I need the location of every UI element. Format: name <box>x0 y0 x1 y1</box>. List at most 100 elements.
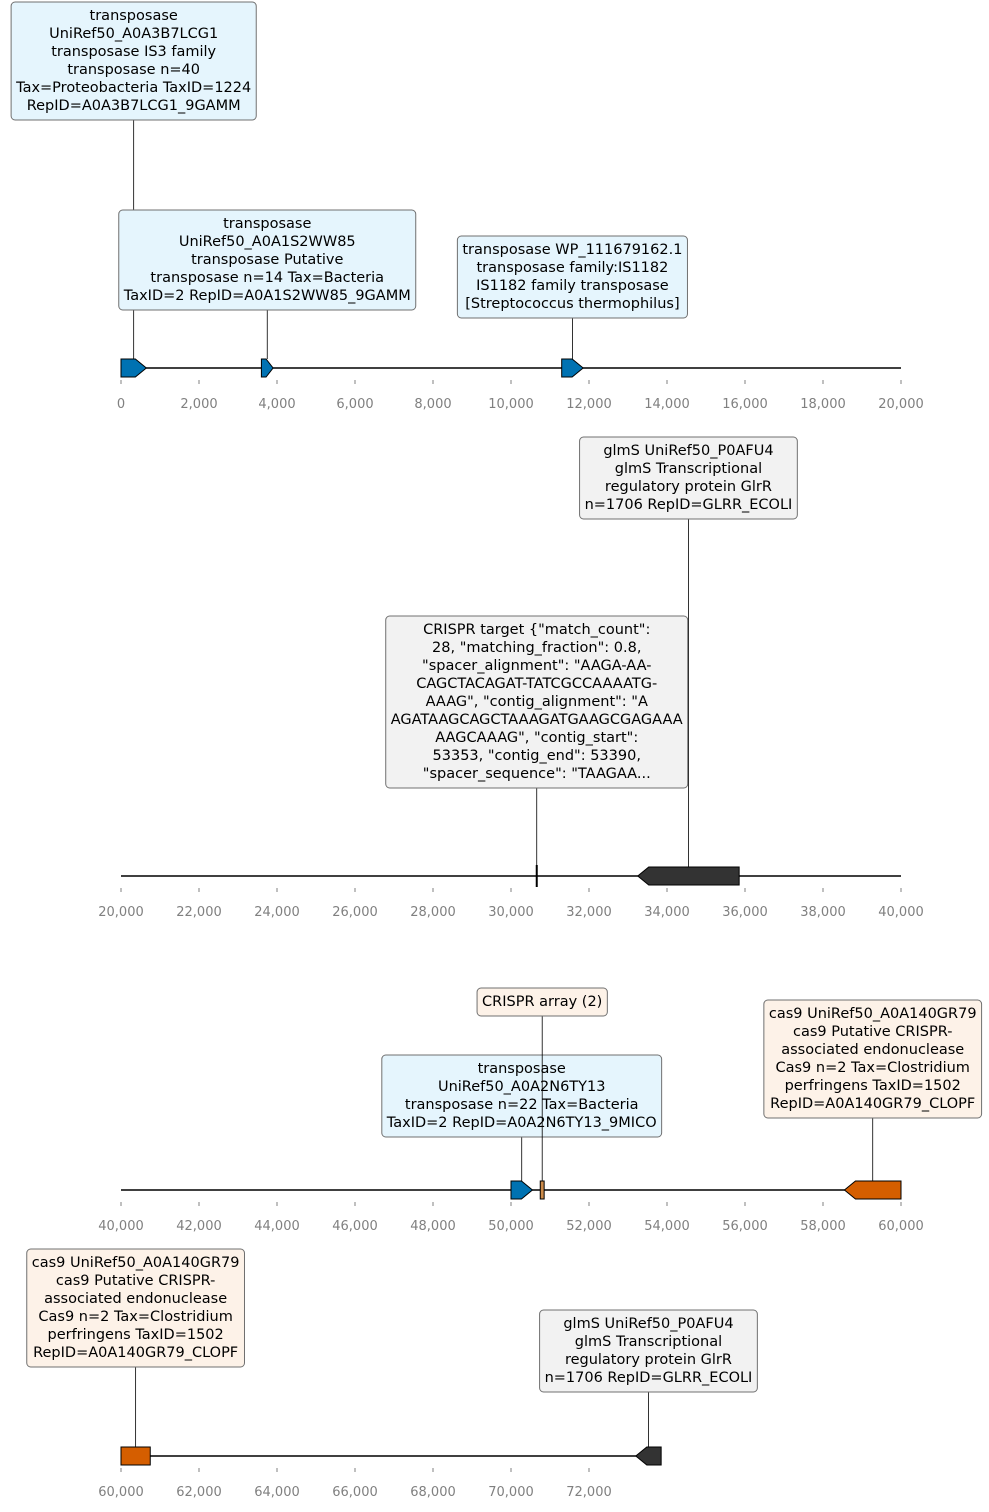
track-4: 60,000 62,000 64,000 66,000 68,000 70,000 72,0… <box>26 1248 758 1500</box>
label-line: 28, "matching_fraction": 0.8, <box>432 640 641 656</box>
feature-label: CRISPR target {"match_count": 28, "matchi… <box>385 615 689 789</box>
axis-tick-label: 56,000 <box>722 1219 768 1234</box>
label-line: "spacer_alignment": "AAGA-AA- <box>422 658 651 674</box>
axis-tick-label: 32,000 <box>566 905 612 920</box>
axis-tick-label: 54,000 <box>644 1219 690 1234</box>
label-line: IS1182 family transposase <box>476 278 669 294</box>
other-gene[interactable] <box>635 1446 662 1466</box>
feature-label: cas9 UniRef50_A0A140GR79 cas9 Putative CR… <box>26 1248 245 1368</box>
axis-tick-label: 30,000 <box>488 905 534 920</box>
axis-tick-label: 64,000 <box>254 1485 300 1500</box>
label-line: Cas9 n=2 Tax=Clostridium <box>38 1309 232 1325</box>
label-box <box>26 1248 245 1368</box>
label-line: associated endonuclease <box>781 1042 964 1058</box>
label-line: AAGCAAAG", "contig_start": <box>435 730 638 746</box>
label-line: RepID=A0A3B7LCG1_9GAMM <box>27 98 241 114</box>
axis-tick-label: 4,000 <box>258 397 295 412</box>
axis-tick-label: 52,000 <box>566 1219 612 1234</box>
feature-label: transposase UniRef50_A0A2N6TY13 transposas… <box>381 1054 663 1138</box>
axis-tick-label: 38,000 <box>800 905 846 920</box>
axis-tick-label: 26,000 <box>332 905 378 920</box>
axis-tick-label: 66,000 <box>332 1485 378 1500</box>
axis-tick-label: 12,000 <box>566 397 612 412</box>
label-line: glmS Transcriptional <box>575 1334 722 1350</box>
label-line: AAAG", "contig_alignment": "A <box>426 694 648 710</box>
label-line: TaxID=2 RepID=A0A1S2WW85_9GAMM <box>123 288 411 304</box>
transposase-gene[interactable] <box>561 358 584 378</box>
axis-tick-label: 2,000 <box>180 397 217 412</box>
axis-tick-label: 60,000 <box>98 1485 144 1500</box>
feature-label: glmS UniRef50_P0AFU4 glmS Transcriptional… <box>579 436 798 520</box>
label-line: regulatory protein GlrR <box>565 1352 732 1368</box>
label-line: AGATAAGCAGCTAAAGATGAAGCGAGAAA <box>391 712 683 728</box>
transposase-gene[interactable] <box>260 358 274 378</box>
axis-tick-label: 40,000 <box>98 1219 144 1234</box>
axis-tick-label: 58,000 <box>800 1219 846 1234</box>
cas9-gene[interactable] <box>120 1446 151 1466</box>
axis-tick-label: 34,000 <box>644 905 690 920</box>
label-line: associated endonuclease <box>44 1291 227 1307</box>
label-line: CRISPR target {"match_count": <box>423 622 650 638</box>
label-text: glmS UniRef50_P0AFU4 glmS Transcriptional… <box>585 443 793 513</box>
label-box <box>456 235 688 319</box>
label-box <box>381 1054 663 1138</box>
label-box <box>10 1 257 121</box>
axis-tick-label: 16,000 <box>722 397 768 412</box>
axis-tick-label: 24,000 <box>254 905 300 920</box>
axis-tick-label: 20,000 <box>878 397 924 412</box>
label-line: Tax=Proteobacteria TaxID=1224 <box>15 80 251 96</box>
label-line: glmS UniRef50_P0AFU4 <box>563 1316 733 1332</box>
label-line: regulatory protein GlrR <box>605 479 772 495</box>
label-line: CRISPR array (2) <box>482 994 602 1010</box>
axis-tick-label: 48,000 <box>410 1219 456 1234</box>
label-line: cas9 UniRef50_A0A140GR79 <box>769 1006 977 1022</box>
label-line: transposase n=22 Tax=Bacteria <box>405 1097 639 1113</box>
label-line: transposase n=40 <box>67 62 200 78</box>
label-line: transposase <box>90 8 178 24</box>
label-box <box>539 1309 758 1393</box>
transposase-gene[interactable] <box>510 1180 534 1200</box>
crispr-array-gene[interactable] <box>539 1180 545 1200</box>
label-box <box>118 209 417 311</box>
label-line: TaxID=2 RepID=A0A2N6TY13_9MICO <box>386 1115 657 1131</box>
axis-tick-label: 0 <box>117 397 125 412</box>
axis-tick-label: 60,000 <box>878 1219 924 1234</box>
other-gene[interactable] <box>636 866 740 886</box>
track-3: 40,000 42,000 44,000 46,000 48,000 50,000 52,0… <box>98 987 983 1234</box>
label-line: transposase <box>223 216 311 232</box>
axis-tick-label: 40,000 <box>878 905 924 920</box>
label-text: transposase UniRef50_A0A3B7LCG1 transposas… <box>15 8 251 114</box>
label-line: transposase n=14 Tax=Bacteria <box>150 270 384 286</box>
axis-tick-label: 14,000 <box>644 397 690 412</box>
label-line: cas9 UniRef50_A0A140GR79 <box>32 1255 240 1271</box>
label-line: UniRef50_A0A3B7LCG1 <box>49 26 218 42</box>
label-line: [Streptococcus thermophilus] <box>465 296 679 312</box>
label-line: n=1706 RepID=GLRR_ECOLI <box>585 497 793 513</box>
label-text: glmS UniRef50_P0AFU4 glmS Transcriptional… <box>545 1316 753 1386</box>
transposase-gene[interactable] <box>120 358 148 378</box>
axis-tick-label: 68,000 <box>410 1485 456 1500</box>
axis-tick-label: 22,000 <box>176 905 222 920</box>
feature-label: transposase UniRef50_A0A3B7LCG1 transposas… <box>10 1 257 121</box>
label-text: transposase UniRef50_A0A2N6TY13 transposas… <box>386 1061 657 1131</box>
label-line: "spacer_sequence": "TAAGAA... <box>423 766 651 782</box>
label-line: glmS UniRef50_P0AFU4 <box>603 443 773 459</box>
label-line: glmS Transcriptional <box>615 461 762 477</box>
label-line: transposase family:IS1182 <box>477 260 669 276</box>
label-box <box>579 436 798 520</box>
axis-tick-label: 62,000 <box>176 1485 222 1500</box>
label-line: transposase IS3 family <box>51 44 216 60</box>
label-line: transposase WP_111679162.1 <box>462 242 682 258</box>
label-text: transposase UniRef50_A0A1S2WW85 transposas… <box>123 216 411 304</box>
label-text: CRISPR array (2) <box>482 994 602 1010</box>
label-line: CAGCTACAGAT-TATCGCCAAAATG- <box>416 676 657 692</box>
axis-tick-label: 10,000 <box>488 397 534 412</box>
feature-label: transposase UniRef50_A0A1S2WW85 transposas… <box>118 209 417 311</box>
label-line: n=1706 RepID=GLRR_ECOLI <box>545 1370 753 1386</box>
cas9-gene[interactable] <box>843 1180 902 1200</box>
label-text: transposase WP_111679162.1 transposase fa… <box>462 242 682 312</box>
axis-tick-label: 6,000 <box>336 397 373 412</box>
feature-label: transposase WP_111679162.1 transposase fa… <box>456 235 688 319</box>
axis-tick-label: 28,000 <box>410 905 456 920</box>
